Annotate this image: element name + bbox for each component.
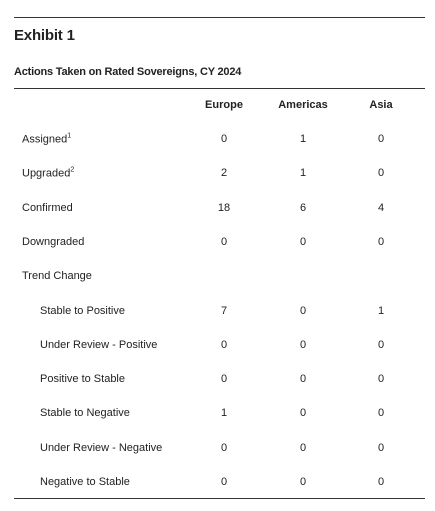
column-header: Europe	[205, 99, 243, 111]
bottom-rule	[14, 498, 425, 499]
cell-value: 0	[377, 235, 385, 248]
cell-value: 0	[220, 235, 228, 248]
cell-value: 0	[299, 441, 307, 454]
cell-value: 0	[377, 441, 385, 454]
cell-value: 0	[299, 373, 307, 386]
cell-value: 0	[220, 373, 228, 386]
row-label: Under Review - Negative	[40, 442, 162, 454]
row-label-text: Stable to Negative	[40, 407, 130, 420]
row-label-text: Negative to Stable	[40, 476, 130, 488]
column-header: Americas	[278, 99, 328, 111]
cell-value: 0	[220, 338, 228, 351]
cell-value: 0	[299, 407, 307, 420]
footnote-marker: 1	[67, 132, 72, 140]
cell-value: 0	[377, 338, 385, 351]
top-rule	[14, 17, 425, 18]
cell-value: 6	[299, 201, 307, 214]
cell-value: 1	[220, 407, 228, 420]
row-label: Positive to Stable	[40, 373, 125, 385]
cell-value: 0	[299, 235, 307, 248]
row-label: Upgraded2	[22, 167, 74, 180]
cell-value: 0	[220, 133, 228, 145]
row-label-text: Confirmed	[22, 201, 73, 214]
cell-value: 0	[377, 407, 385, 420]
cell-value: 0	[299, 476, 307, 488]
row-label-text: Under Review - Positive	[40, 338, 158, 351]
row-label-text: Upgraded	[22, 167, 71, 180]
column-header: Asia	[369, 99, 393, 111]
subtitle: Actions Taken on Rated Sovereigns, CY 20…	[14, 66, 242, 78]
cell-value: 2	[220, 167, 228, 180]
cell-value: 0	[377, 373, 385, 386]
cell-value: 1	[377, 304, 385, 317]
row-label-text: Positive to Stable	[40, 373, 125, 386]
cell-value: 18	[217, 201, 231, 214]
row-label: Stable to Positive	[40, 305, 125, 317]
cell-value: 0	[377, 476, 385, 488]
cell-value: 0	[377, 133, 385, 145]
row-label: Downgraded	[22, 236, 84, 248]
row-label: Under Review - Positive	[40, 339, 157, 351]
cell-value: 1	[299, 167, 307, 180]
title: Exhibit 1	[14, 27, 75, 44]
row-label: Confirmed	[22, 202, 73, 214]
row-label: Stable to Negative	[40, 407, 130, 419]
header-rule	[14, 88, 425, 89]
footnote-marker: 2	[70, 166, 75, 174]
cell-value: 0	[299, 304, 307, 317]
row-label: Negative to Stable	[40, 476, 130, 488]
row-label: Trend Change	[22, 270, 92, 282]
cell-value: 1	[299, 133, 307, 145]
row-label-text: Trend Change	[22, 270, 92, 283]
row-label-text: Under Review - Negative	[40, 441, 163, 454]
cell-value: 4	[377, 201, 385, 214]
cell-value: 0	[220, 441, 228, 454]
cell-value: 7	[220, 304, 228, 317]
row-label-text: Downgraded	[22, 235, 85, 248]
cell-value: 0	[220, 476, 228, 488]
row-label-text: Assigned	[22, 133, 68, 146]
row-label-text: Stable to Positive	[40, 304, 125, 317]
cell-value: 0	[377, 167, 385, 180]
cell-value: 0	[299, 338, 307, 351]
row-label: Assigned1	[22, 133, 71, 146]
